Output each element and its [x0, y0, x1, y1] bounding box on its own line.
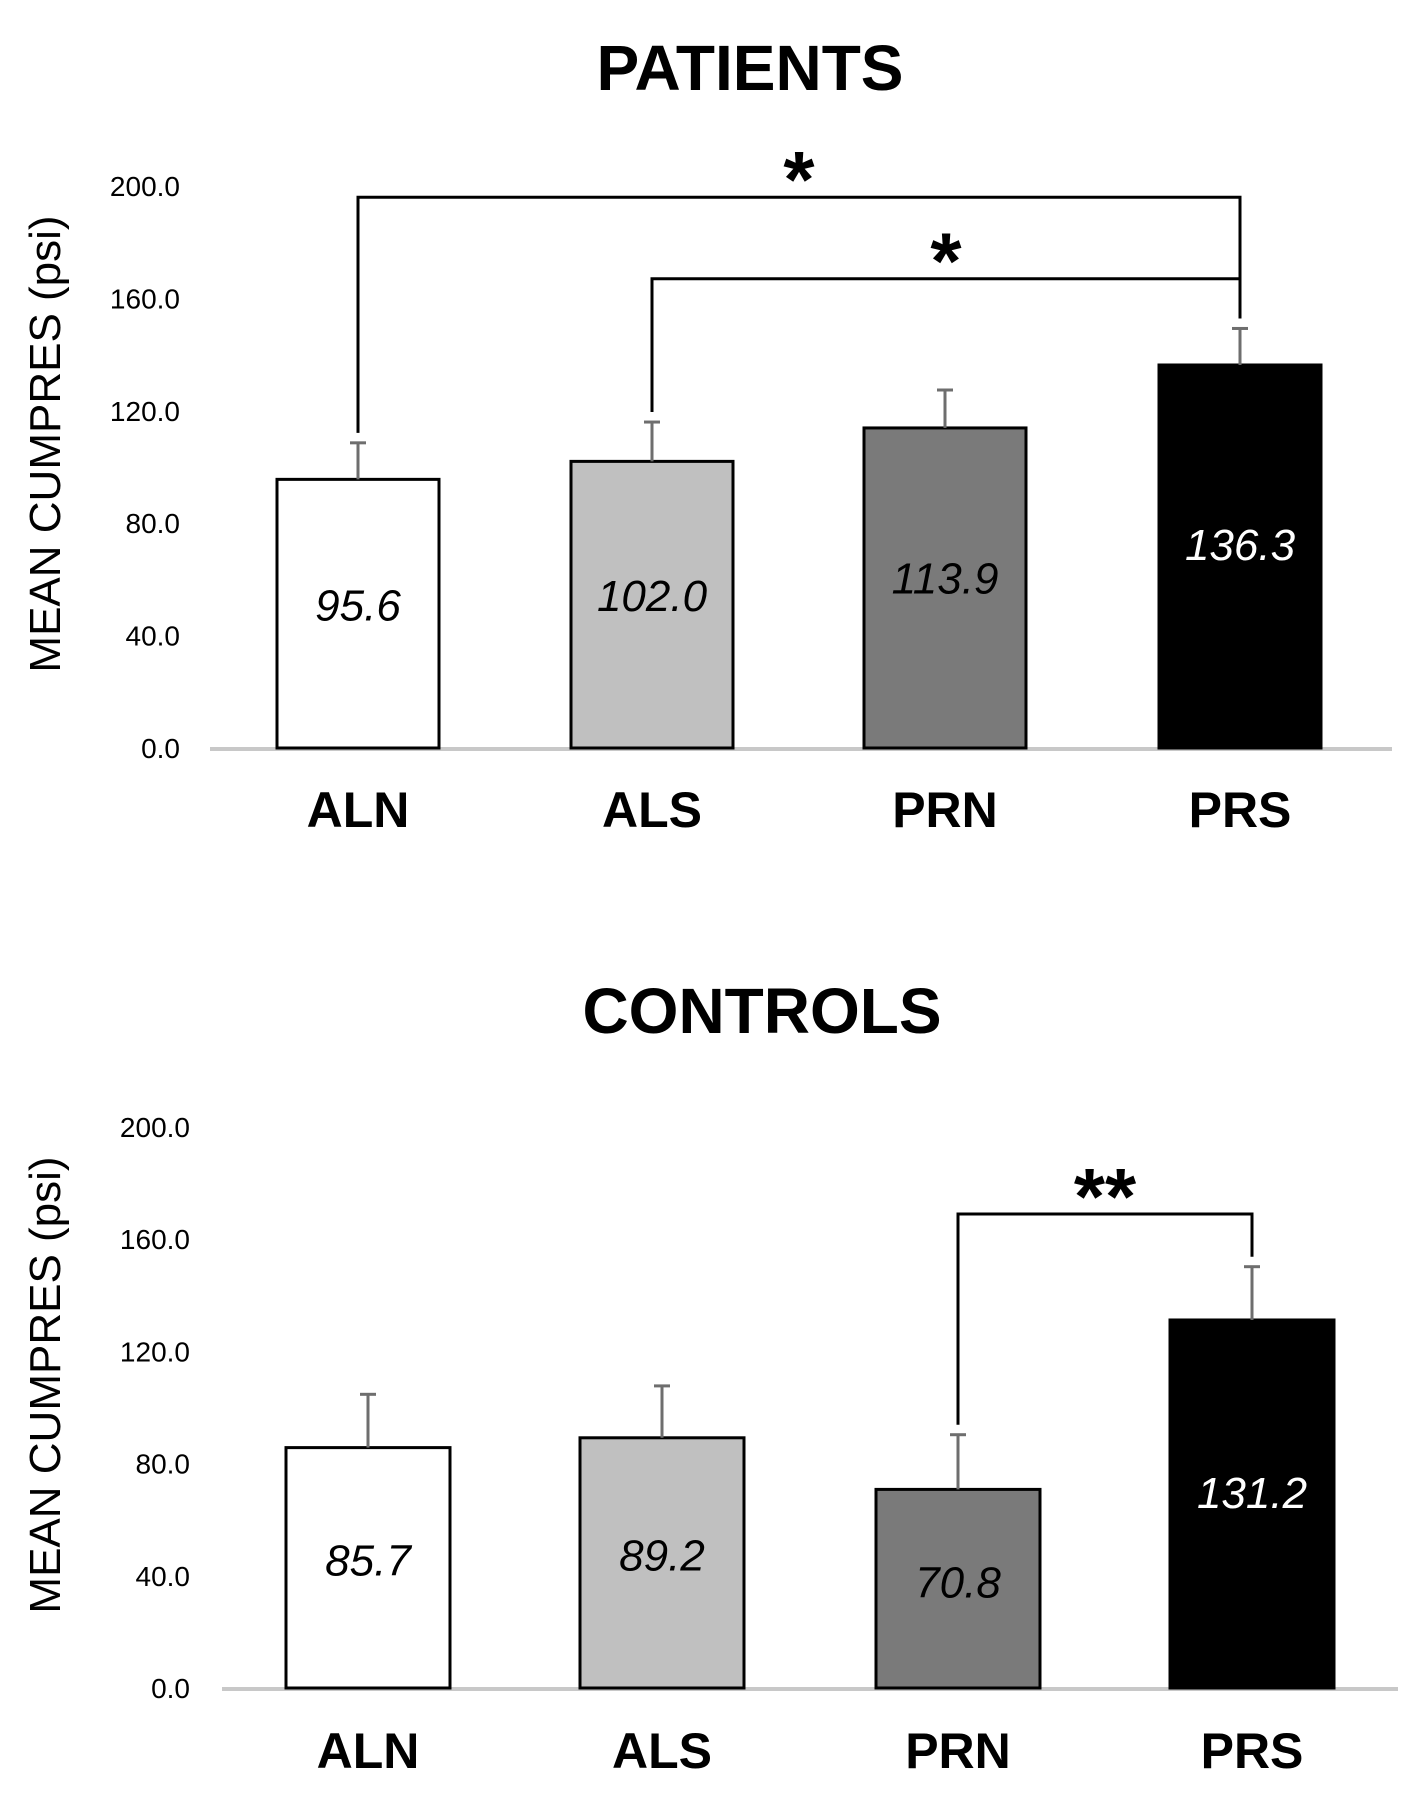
x-tick-label: ALS — [602, 782, 702, 838]
value-label: 70.8 — [915, 1559, 1001, 1608]
bar-aln — [275, 477, 441, 750]
significance-bracket: * — [650, 217, 1242, 413]
significance-brackets: ** — [956, 1152, 1254, 1425]
significance-brackets: ** — [356, 135, 1242, 433]
value-label: 131.2 — [1197, 1469, 1307, 1518]
error-bar — [1244, 1265, 1260, 1320]
value-label: 95.6 — [315, 582, 401, 631]
x-tick-label: ALN — [307, 782, 410, 838]
y-tick-label: 120.0 — [120, 1336, 190, 1367]
error-bars — [360, 1265, 1260, 1490]
y-tick-label: 40.0 — [126, 621, 181, 652]
significance-bracket: * — [356, 135, 1242, 433]
error-bar — [644, 420, 660, 462]
error-bar — [950, 1433, 966, 1490]
chart-title: CONTROLS — [582, 975, 941, 1047]
y-tick-label: 80.0 — [126, 508, 181, 539]
error-bar — [654, 1384, 670, 1438]
bar-prs — [1168, 1318, 1336, 1690]
value-label: 85.7 — [325, 1537, 412, 1586]
value-label: 113.9 — [892, 554, 999, 603]
y-tick-label: 160.0 — [120, 1224, 190, 1255]
y-tick-label: 200.0 — [120, 1112, 190, 1143]
chart-title: PATIENTS — [597, 32, 904, 104]
bracket-line — [356, 195, 1242, 433]
error-bar — [360, 1392, 376, 1448]
bar-als — [569, 459, 735, 750]
bracket-line — [650, 277, 1242, 413]
y-tick-label: 0.0 — [151, 1673, 190, 1704]
y-axis-label: MEAN CUMPRES (psi) — [21, 215, 70, 672]
y-tick-label: 80.0 — [136, 1449, 191, 1480]
value-labels: 85.7 89.2 70.8 131.2 — [325, 1469, 1307, 1608]
x-tick-label: ALS — [612, 1723, 712, 1779]
y-tick-label: 0.0 — [141, 733, 180, 764]
value-label: 102.0 — [597, 572, 708, 621]
x-ticks: ALN ALS PRN PRS — [317, 1723, 1304, 1779]
bars — [275, 363, 1323, 750]
bars — [284, 1318, 1336, 1690]
y-ticks: 0.0 40.0 80.0 120.0 160.0 200.0 — [110, 171, 180, 764]
y-ticks: 0.0 40.0 80.0 120.0 160.0 200.0 — [120, 1112, 190, 1704]
patients-chart: PATIENTS MEAN CUMPRES (psi) 0.0 40.0 80.0 1… — [21, 32, 1392, 838]
bar-aln — [284, 1446, 452, 1690]
y-axis-label: MEAN CUMPRES (psi) — [21, 1156, 70, 1613]
x-tick-label: PRS — [1201, 1723, 1304, 1779]
significance-marker: * — [930, 217, 962, 306]
x-tick-label: PRN — [892, 782, 998, 838]
x-tick-label: ALN — [317, 1723, 420, 1779]
y-tick-label: 200.0 — [110, 171, 180, 202]
controls-chart: CONTROLS MEAN CUMPRES (psi) 0.0 40.0 80.0 1… — [21, 975, 1398, 1779]
x-ticks: ALN ALS PRN PRS — [307, 782, 1292, 838]
value-label: 136.3 — [1185, 521, 1296, 570]
x-tick-label: PRS — [1189, 782, 1292, 838]
bar-prs — [1157, 363, 1323, 750]
value-labels: 95.6 102.0 113.9 136.3 — [315, 521, 1295, 631]
y-tick-label: 40.0 — [136, 1561, 191, 1592]
x-tick-label: PRN — [905, 1723, 1011, 1779]
significance-bracket: ** — [956, 1152, 1254, 1425]
error-bars — [350, 326, 1248, 480]
error-bar — [1232, 326, 1248, 365]
value-label: 89.2 — [619, 1531, 705, 1580]
error-bar — [937, 388, 953, 428]
y-tick-label: 160.0 — [110, 283, 180, 314]
significance-marker: ** — [1074, 1152, 1137, 1241]
y-tick-label: 120.0 — [110, 396, 180, 427]
bracket-line — [956, 1212, 1254, 1425]
error-bar — [350, 441, 366, 480]
significance-marker: * — [783, 135, 815, 224]
